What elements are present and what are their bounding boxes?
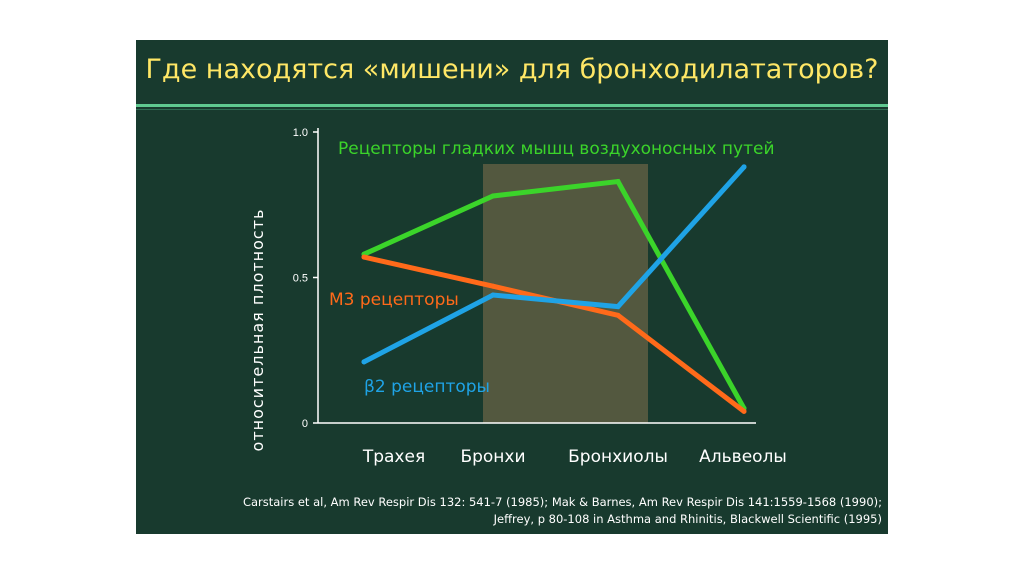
title-divider-thin xyxy=(136,109,888,110)
series-point xyxy=(490,292,496,298)
series-point xyxy=(741,164,747,170)
series-point xyxy=(490,193,496,199)
series-line-1 xyxy=(361,178,747,411)
series-label-2: М3 рецепторы xyxy=(329,290,459,310)
y-tick-label: 1.0 xyxy=(293,127,308,139)
series-point xyxy=(615,304,621,310)
title-divider xyxy=(136,104,888,107)
series-point xyxy=(361,254,367,260)
highlight-band xyxy=(483,164,648,423)
y-tick-label: 0 xyxy=(302,418,308,430)
x-category-label: Бронхиолы xyxy=(568,447,668,467)
series-label-1: Рецепторы гладких мышц воздухоносных пут… xyxy=(338,139,775,159)
series-point xyxy=(741,408,747,414)
y-tick-label: 0.5 xyxy=(293,273,308,285)
chart: 0 0.5 1.0 относительная плотность Трахея Брон… xyxy=(248,127,787,467)
series-line-3 xyxy=(361,164,747,365)
slide-title: Где находятся «мишени» для бронходилатат… xyxy=(145,54,879,85)
slide: Где находятся «мишени» для бронходилатат… xyxy=(136,40,888,534)
series-point xyxy=(490,283,496,289)
y-axis-label: относительная плотность xyxy=(248,209,267,452)
series-label-3: β2 рецепторы xyxy=(364,377,490,397)
x-category-label: Альвеолы xyxy=(699,447,787,467)
series-point xyxy=(615,178,621,184)
reference-line-2: Jeffrey, p 80-108 in Asthma and Rhinitis… xyxy=(493,512,882,526)
x-category-label: Бронхи xyxy=(460,447,525,467)
x-category-label: Трахея xyxy=(362,447,425,467)
reference-line-1: Carstairs et al, Am Rev Respir Dis 132: … xyxy=(242,495,882,509)
series-point xyxy=(615,312,621,318)
series-point xyxy=(361,359,367,365)
